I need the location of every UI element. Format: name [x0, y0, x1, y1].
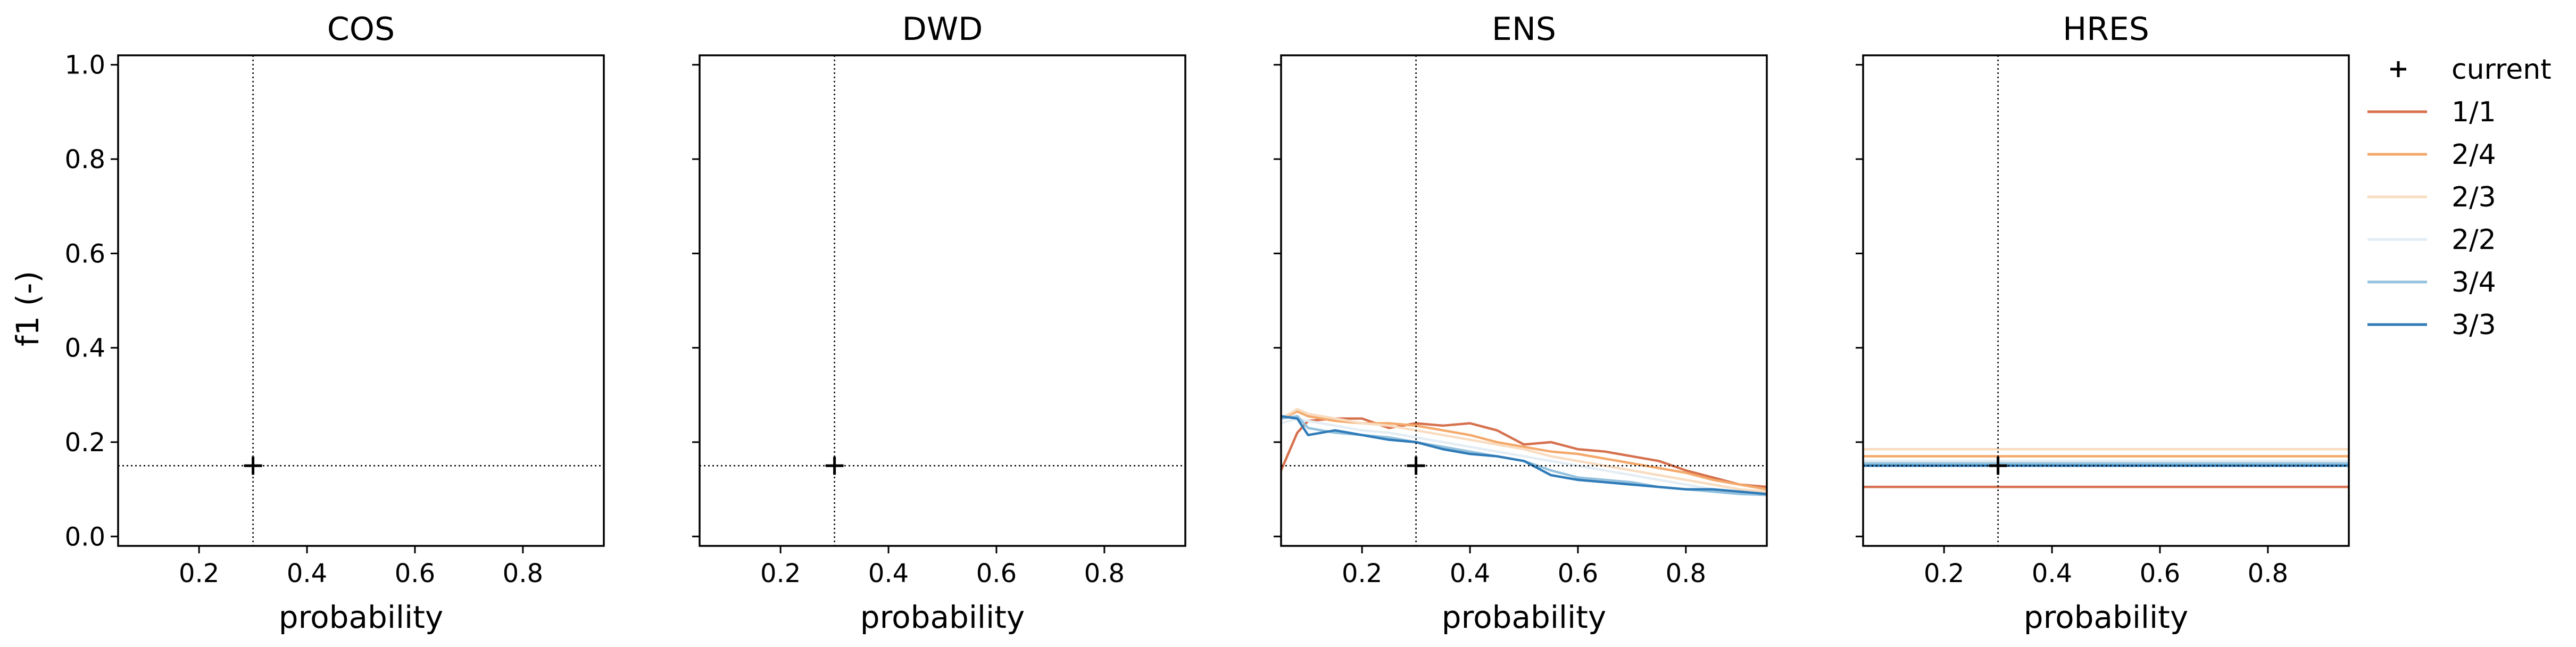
series-line-3-3 [1281, 414, 1767, 495]
x-tick-label: 0.2 [179, 559, 219, 588]
series-line-2-3 [1281, 408, 1767, 493]
axes-frame [1862, 54, 2350, 547]
x-tick-label: 0.6 [2140, 559, 2180, 588]
current-marker [1407, 457, 1425, 475]
x-tick-label: 0.8 [503, 559, 543, 588]
legend-label: 2/2 [2452, 224, 2496, 256]
series-line-2-2 [1281, 417, 1767, 495]
x-tick-label: 0.4 [1450, 559, 1490, 588]
x-axis-label: probability [279, 599, 443, 635]
x-tick-label: 0.2 [1342, 559, 1382, 588]
x-tick-label: 0.4 [287, 559, 327, 588]
x-axis-label: probability [860, 599, 1025, 635]
legend-entry-current: current [2390, 54, 2552, 86]
panel-ens: 0.2 0.4 0.6 0.8 ENS probability [1274, 11, 1768, 635]
x-tick-label: 0.8 [2248, 559, 2288, 588]
axes-frame [699, 54, 1186, 547]
panel-hres: 0.2 0.4 0.6 0.8 HRES probability [1856, 11, 2350, 635]
legend-entry-2-4: 2/4 [2367, 139, 2496, 171]
series-group [1281, 408, 1767, 496]
panel-cos: 0.2 0.4 0.6 0.8 0.0 0.2 0.4 0.6 0.8 1.0 COS probabi… [65, 11, 605, 635]
panel-dwd: 0.2 0.4 0.6 0.8 DWD probability [692, 11, 1186, 635]
y-tick-label: 0.8 [65, 145, 105, 175]
legend-label: 2/3 [2452, 181, 2496, 213]
legend-label: 3/4 [2452, 267, 2496, 298]
legend-label: 3/3 [2452, 309, 2496, 341]
y-tick-label: 0.0 [65, 522, 105, 552]
legend-entry-2-3: 2/3 [2367, 181, 2496, 213]
x-tick-label: 0.6 [976, 559, 1017, 588]
y-tick-label: 1.0 [65, 51, 105, 80]
panels: 0.2 0.4 0.6 0.8 0.0 0.2 0.4 0.6 0.8 1.0 COS probabi… [65, 11, 2350, 635]
axes-frame [1280, 54, 1768, 547]
current-marker [825, 457, 844, 475]
legend-entry-3-3: 3/3 [2367, 309, 2496, 341]
x-tick-label: 0.2 [760, 559, 801, 588]
x-axis-label: probability [2024, 599, 2188, 635]
panel-title: COS [327, 11, 395, 48]
legend-entry-3-4: 3/4 [2367, 267, 2496, 298]
x-axis-label: probability [1442, 599, 1606, 635]
legend-label: 2/4 [2452, 139, 2496, 171]
current-marker [1989, 457, 2007, 475]
panel-title: ENS [1492, 11, 1556, 48]
y-tick-label: 0.4 [65, 334, 105, 363]
x-tick-label: 0.2 [1924, 559, 1964, 588]
x-tick-label: 0.4 [2032, 559, 2072, 588]
x-tick-label: 0.4 [868, 559, 909, 588]
x-tick-label: 0.6 [1558, 559, 1598, 588]
series-group [1863, 448, 2349, 488]
legend-label: current [2452, 54, 2552, 86]
y-axis-label: f1 (-) [10, 271, 46, 346]
legend-label: 1/1 [2452, 96, 2496, 128]
y-tick-label: 0.2 [65, 428, 105, 458]
x-tick-label: 0.8 [1666, 559, 1706, 588]
legend: current 1/1 2/4 2/3 2/2 3/4 3/3 [2367, 54, 2552, 341]
series-line-2-4 [1281, 410, 1767, 491]
panel-title: DWD [902, 11, 983, 48]
legend-entry-1-1: 1/1 [2367, 96, 2496, 128]
x-tick-label: 0.8 [1084, 559, 1125, 588]
legend-entry-2-2: 2/2 [2367, 224, 2496, 256]
current-marker [244, 457, 262, 475]
axes-frame [117, 54, 605, 547]
x-tick-label: 0.6 [395, 559, 435, 588]
panel-title: HRES [2063, 11, 2149, 48]
y-tick-label: 0.6 [65, 239, 105, 269]
